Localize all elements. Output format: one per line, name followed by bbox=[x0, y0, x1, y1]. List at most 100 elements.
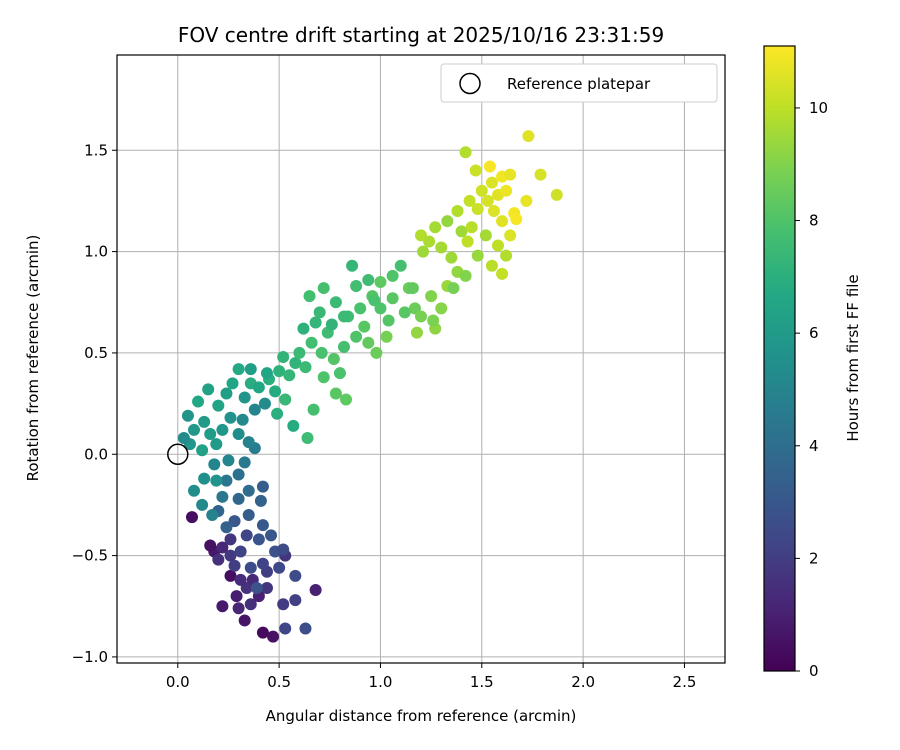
data-point bbox=[447, 282, 460, 295]
colorbar-tick-label: 6 bbox=[809, 324, 819, 342]
data-point bbox=[380, 330, 393, 343]
data-point bbox=[220, 474, 233, 487]
data-point bbox=[362, 273, 375, 286]
data-point bbox=[234, 573, 247, 586]
data-point bbox=[206, 509, 219, 522]
data-point bbox=[317, 282, 330, 295]
data-point bbox=[496, 267, 509, 280]
data-point bbox=[232, 427, 245, 440]
data-point bbox=[232, 468, 245, 481]
data-point bbox=[461, 235, 474, 248]
data-point bbox=[242, 509, 255, 522]
data-point bbox=[254, 494, 267, 507]
data-point bbox=[216, 490, 229, 503]
data-point bbox=[198, 472, 211, 485]
y-axis-ticks: −1.0 −0.5 0.0 0.5 1.0 1.5 bbox=[72, 141, 117, 666]
data-point bbox=[333, 367, 346, 380]
chart-title: FOV centre drift starting at 2025/10/16 … bbox=[178, 23, 664, 47]
data-point bbox=[289, 569, 302, 582]
colorbar: 0 2 4 6 8 10 Hours from first FF file bbox=[763, 45, 862, 680]
data-point bbox=[238, 456, 251, 469]
data-point bbox=[224, 411, 237, 424]
data-point bbox=[417, 245, 430, 258]
data-point bbox=[202, 383, 215, 396]
data-point bbox=[273, 365, 286, 378]
data-point bbox=[256, 557, 269, 570]
data-point bbox=[479, 229, 492, 242]
data-point bbox=[415, 229, 427, 242]
legend-label: Reference platepar bbox=[507, 75, 651, 93]
y-tick-label: 0.0 bbox=[84, 445, 108, 463]
x-tick-label: 2.0 bbox=[571, 673, 595, 691]
data-point bbox=[188, 423, 201, 436]
legend: Reference platepar bbox=[440, 63, 718, 103]
data-point bbox=[346, 259, 359, 272]
data-point bbox=[256, 626, 269, 639]
data-point bbox=[260, 367, 273, 380]
data-point bbox=[374, 275, 387, 288]
data-point bbox=[475, 184, 488, 197]
data-point bbox=[358, 320, 371, 333]
data-point bbox=[224, 549, 237, 562]
data-point bbox=[350, 330, 363, 343]
data-point bbox=[354, 302, 367, 315]
data-point bbox=[277, 598, 290, 611]
data-point bbox=[496, 215, 509, 228]
data-point bbox=[325, 318, 338, 331]
data-point bbox=[550, 188, 563, 201]
data-point bbox=[504, 229, 517, 242]
data-point bbox=[252, 381, 265, 394]
data-point bbox=[469, 164, 482, 177]
data-point bbox=[185, 511, 198, 524]
data-point bbox=[258, 397, 271, 410]
data-point bbox=[248, 403, 261, 416]
y-tick-label: 0.5 bbox=[84, 344, 108, 362]
data-point bbox=[271, 407, 284, 420]
data-point bbox=[520, 194, 533, 207]
colorbar-tick-label: 8 bbox=[809, 212, 819, 230]
data-point bbox=[224, 569, 237, 582]
data-point bbox=[196, 498, 209, 511]
data-point bbox=[244, 598, 257, 611]
data-point bbox=[279, 622, 292, 635]
data-point bbox=[500, 249, 513, 262]
data-point bbox=[238, 391, 251, 404]
data-point bbox=[297, 322, 310, 335]
data-point bbox=[224, 533, 237, 546]
data-point bbox=[487, 205, 500, 218]
data-point bbox=[425, 290, 438, 303]
x-axis-ticks: 0.0 0.5 1.0 1.5 2.0 2.5 bbox=[166, 663, 696, 691]
data-point bbox=[234, 545, 247, 558]
data-point bbox=[398, 306, 411, 319]
colorbar-tick-label: 2 bbox=[809, 549, 819, 567]
data-point bbox=[510, 213, 523, 226]
data-point bbox=[220, 521, 233, 534]
data-point bbox=[277, 350, 290, 363]
data-point bbox=[459, 269, 472, 282]
data-point bbox=[340, 393, 353, 406]
x-tick-label: 1.5 bbox=[470, 673, 494, 691]
data-point bbox=[299, 361, 312, 374]
data-point bbox=[451, 205, 464, 218]
data-point bbox=[427, 314, 440, 327]
data-point bbox=[260, 582, 273, 595]
data-point bbox=[435, 241, 448, 254]
data-point bbox=[216, 541, 229, 554]
data-point bbox=[370, 346, 383, 359]
data-point bbox=[242, 436, 255, 449]
plot-area: 0.0 0.5 1.0 1.5 2.0 2.5 −1.0 −0.5 0.0 0.5 1.0 1.5 bbox=[72, 54, 726, 691]
data-point bbox=[410, 326, 423, 339]
data-point bbox=[204, 539, 217, 552]
data-point bbox=[216, 600, 229, 613]
colorbar-tick-label: 0 bbox=[809, 662, 819, 680]
data-point bbox=[492, 239, 505, 252]
data-point bbox=[329, 296, 342, 309]
data-point bbox=[309, 316, 322, 329]
data-point bbox=[368, 294, 381, 307]
data-point bbox=[198, 415, 211, 428]
data-point bbox=[429, 221, 442, 234]
data-point bbox=[289, 594, 302, 607]
data-point bbox=[279, 393, 292, 406]
data-point bbox=[350, 280, 363, 293]
data-point bbox=[236, 413, 249, 426]
